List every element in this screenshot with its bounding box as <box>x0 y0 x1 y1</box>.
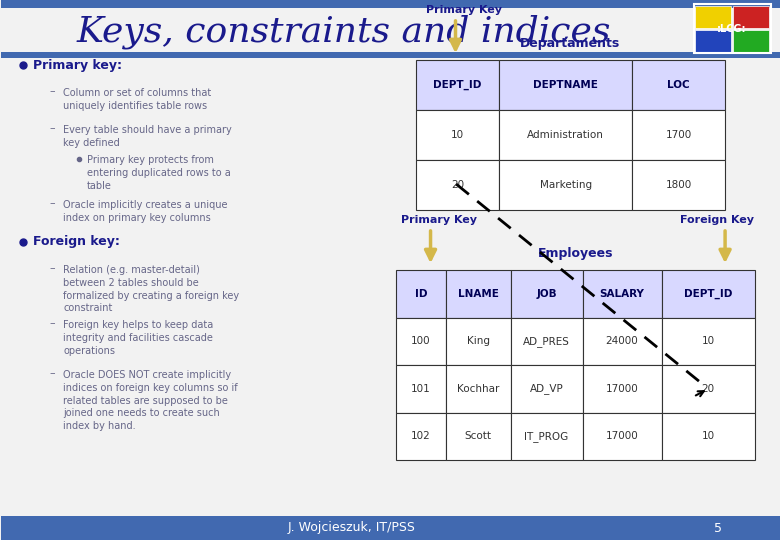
Bar <box>446 318 511 365</box>
Text: Column or set of columns that
uniquely identifies table rows: Column or set of columns that uniquely i… <box>63 88 211 111</box>
Bar <box>511 270 583 318</box>
Text: 20: 20 <box>702 384 715 394</box>
Text: 10: 10 <box>702 336 715 346</box>
Text: 17000: 17000 <box>605 431 638 441</box>
Bar <box>395 270 446 318</box>
Text: 5: 5 <box>714 522 722 535</box>
Text: IT_PROG: IT_PROG <box>524 431 569 442</box>
Text: AD_PRES: AD_PRES <box>523 336 570 347</box>
Bar <box>694 4 771 53</box>
Bar <box>733 30 769 52</box>
Bar <box>633 110 725 160</box>
Text: DEPT_ID: DEPT_ID <box>684 288 732 299</box>
Text: Oracle DOES NOT create implicitly
indices on foreign key columns so if
related t: Oracle DOES NOT create implicitly indice… <box>63 370 238 431</box>
Text: Scott: Scott <box>465 431 491 441</box>
Text: DEPTNAME: DEPTNAME <box>534 80 598 90</box>
Bar <box>661 365 755 413</box>
Text: 1700: 1700 <box>665 130 692 140</box>
Text: Foreign key helps to keep data
integrity and facilities cascade
operations: Foreign key helps to keep data integrity… <box>63 320 214 356</box>
Text: 10: 10 <box>702 431 715 441</box>
Bar <box>416 160 499 210</box>
Bar <box>2 0 780 8</box>
Bar <box>583 270 661 318</box>
Text: JOB: JOB <box>536 289 557 299</box>
Bar <box>733 6 769 28</box>
Text: –: – <box>49 198 55 208</box>
Text: DEPT_ID: DEPT_ID <box>433 80 481 90</box>
Bar <box>661 270 755 318</box>
Bar <box>583 318 661 365</box>
Bar <box>446 365 511 413</box>
Text: :LCG:: :LCG: <box>718 24 746 34</box>
Text: –: – <box>49 263 55 273</box>
Text: SALARY: SALARY <box>600 289 644 299</box>
Bar <box>395 413 446 460</box>
Bar <box>661 413 755 460</box>
Text: King: King <box>466 336 490 346</box>
Bar <box>511 318 583 365</box>
Text: Marketing: Marketing <box>540 180 592 190</box>
Text: 24000: 24000 <box>605 336 638 346</box>
Text: Employees: Employees <box>537 247 613 260</box>
Text: 101: 101 <box>411 384 431 394</box>
Text: Departaments: Departaments <box>520 37 620 51</box>
Text: Keys, constraints and indices: Keys, constraints and indices <box>76 15 611 49</box>
Bar <box>695 6 731 28</box>
Text: Primary key:: Primary key: <box>34 58 122 71</box>
Text: Primary Key: Primary Key <box>401 215 477 225</box>
Bar <box>446 413 511 460</box>
Bar <box>416 60 499 110</box>
Text: Administration: Administration <box>527 130 605 140</box>
Bar <box>499 110 633 160</box>
Text: 20: 20 <box>451 180 464 190</box>
Text: LOC: LOC <box>668 80 690 90</box>
Bar <box>395 318 446 365</box>
Text: Oracle implicitly creates a unique
index on primary key columns: Oracle implicitly creates a unique index… <box>63 200 228 223</box>
Bar <box>499 60 633 110</box>
Bar <box>2 52 780 58</box>
Text: 17000: 17000 <box>605 384 638 394</box>
Text: –: – <box>49 318 55 328</box>
Text: Foreign Key: Foreign Key <box>680 215 754 225</box>
Bar <box>583 365 661 413</box>
Text: –: – <box>49 86 55 96</box>
Bar <box>511 365 583 413</box>
Text: J. Wojcieszuk, IT/PSS: J. Wojcieszuk, IT/PSS <box>288 522 416 535</box>
Text: –: – <box>49 123 55 133</box>
Text: Every table should have a primary
key defined: Every table should have a primary key de… <box>63 125 232 148</box>
Text: LNAME: LNAME <box>458 289 498 299</box>
Bar <box>583 413 661 460</box>
Text: Relation (e.g. master-detail)
between 2 tables should be
formalized by creating : Relation (e.g. master-detail) between 2 … <box>63 265 239 313</box>
Text: 100: 100 <box>411 336 431 346</box>
Bar <box>695 30 731 52</box>
Text: Primary Key: Primary Key <box>426 5 502 15</box>
Bar <box>416 110 499 160</box>
Text: Primary key protects from
entering duplicated rows to a
table: Primary key protects from entering dupli… <box>87 155 231 191</box>
Bar <box>499 160 633 210</box>
Text: Kochhar: Kochhar <box>457 384 499 394</box>
Text: 1800: 1800 <box>665 180 692 190</box>
Bar <box>661 318 755 365</box>
Text: AD_VP: AD_VP <box>530 383 563 394</box>
Bar <box>395 365 446 413</box>
Text: 10: 10 <box>451 130 464 140</box>
Text: –: – <box>49 368 55 378</box>
Bar <box>633 60 725 110</box>
Text: Foreign key:: Foreign key: <box>34 235 120 248</box>
Text: 102: 102 <box>411 431 431 441</box>
Bar <box>511 413 583 460</box>
Bar <box>2 516 780 540</box>
Text: ID: ID <box>414 289 427 299</box>
Bar <box>633 160 725 210</box>
Bar <box>446 270 511 318</box>
